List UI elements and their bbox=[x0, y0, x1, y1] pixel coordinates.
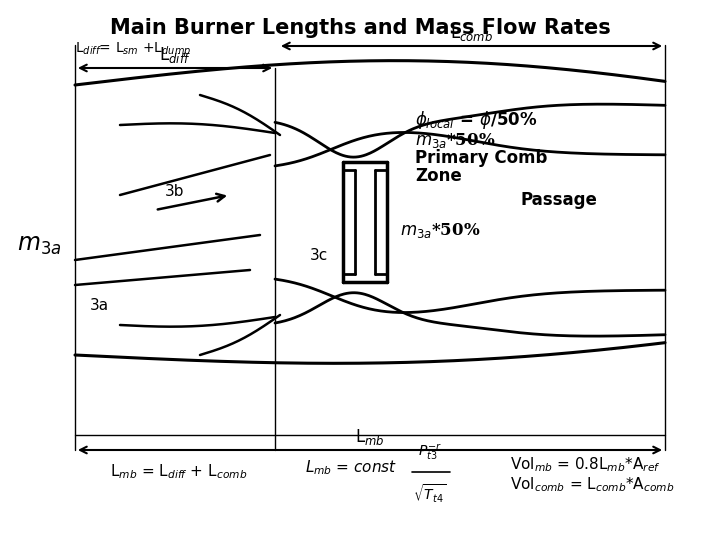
Text: Vol$_{mb}$ = 0.8L$_{mb}$*A$_{ref}$: Vol$_{mb}$ = 0.8L$_{mb}$*A$_{ref}$ bbox=[510, 456, 661, 474]
Text: L$_{diff}$= L$_{sm}$ +L$_{dump}$: L$_{diff}$= L$_{sm}$ +L$_{dump}$ bbox=[75, 41, 192, 59]
Text: $m_{3a}$: $m_{3a}$ bbox=[17, 233, 62, 257]
Text: Primary Comb: Primary Comb bbox=[415, 149, 547, 167]
Text: $m_{3a}$*50%: $m_{3a}$*50% bbox=[400, 220, 480, 240]
Text: L$_{mb}$ = L$_{diff}$ + L$_{comb}$: L$_{mb}$ = L$_{diff}$ + L$_{comb}$ bbox=[110, 463, 247, 481]
Text: Zone: Zone bbox=[415, 167, 462, 185]
Text: $P_{t3}^{-r}$: $P_{t3}^{-r}$ bbox=[418, 442, 442, 462]
Text: 3b: 3b bbox=[165, 185, 184, 199]
Text: Vol$_{comb}$ = L$_{comb}$*A$_{comb}$: Vol$_{comb}$ = L$_{comb}$*A$_{comb}$ bbox=[510, 476, 675, 494]
Text: $\phi_{local}$ = $\phi$/50%: $\phi_{local}$ = $\phi$/50% bbox=[415, 109, 537, 131]
Text: $L_{mb}$ = const: $L_{mb}$ = const bbox=[305, 458, 397, 477]
Text: 3c: 3c bbox=[310, 247, 328, 262]
Text: Main Burner Lengths and Mass Flow Rates: Main Burner Lengths and Mass Flow Rates bbox=[109, 18, 611, 38]
Text: Passage: Passage bbox=[520, 191, 597, 209]
Text: $m_{3a}$*50%: $m_{3a}$*50% bbox=[415, 131, 495, 150]
Text: L$_{comb}$: L$_{comb}$ bbox=[451, 23, 494, 43]
Text: $\sqrt{T_{t4}}$: $\sqrt{T_{t4}}$ bbox=[413, 482, 446, 505]
Text: 3a: 3a bbox=[90, 298, 109, 313]
Text: L$_{diff}$: L$_{diff}$ bbox=[159, 45, 191, 65]
Text: L$_{mb}$: L$_{mb}$ bbox=[355, 427, 384, 447]
